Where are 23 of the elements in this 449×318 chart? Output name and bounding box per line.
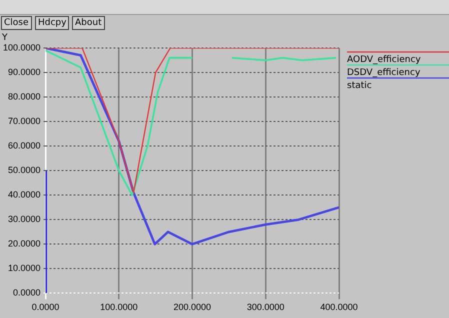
series-label: AODV_efficiency — [347, 55, 422, 65]
y-tick-label: 100.0000 — [2, 42, 41, 52]
x-tick-label: 200.0000 — [173, 302, 212, 312]
x-tick-label: 0.0000 — [32, 302, 60, 312]
text: Close — [1, 16, 32, 30]
series-label: DSDV_efficiency — [347, 68, 421, 78]
y-tick-label: 40.0000 — [8, 190, 41, 200]
text: static — [347, 81, 372, 91]
x-tick-label: 100.0000 — [100, 302, 138, 312]
x-tick-label: 300.0000 — [246, 302, 284, 312]
y-tick-label: 50.0000 — [8, 165, 41, 176]
text: Hdcpy — [35, 16, 70, 30]
y-tick-label: 80.0000 — [8, 92, 41, 102]
y-tick-label: 90.0000 — [8, 67, 41, 78]
y-tick-label: 10.0000 — [8, 263, 41, 274]
y-tick-label: 60.0000 — [8, 140, 41, 151]
y-tick-label: 0.0000 — [13, 288, 41, 298]
y-tick-label: 20.0000 — [8, 238, 41, 249]
y-axis-title: Y — [1, 33, 8, 43]
y-tick-label: 70.0000 — [8, 116, 41, 126]
x-tick-label: 400.0000 — [320, 302, 358, 312]
y-tick-label: 30.0000 — [8, 214, 41, 224]
text: About — [72, 16, 105, 30]
